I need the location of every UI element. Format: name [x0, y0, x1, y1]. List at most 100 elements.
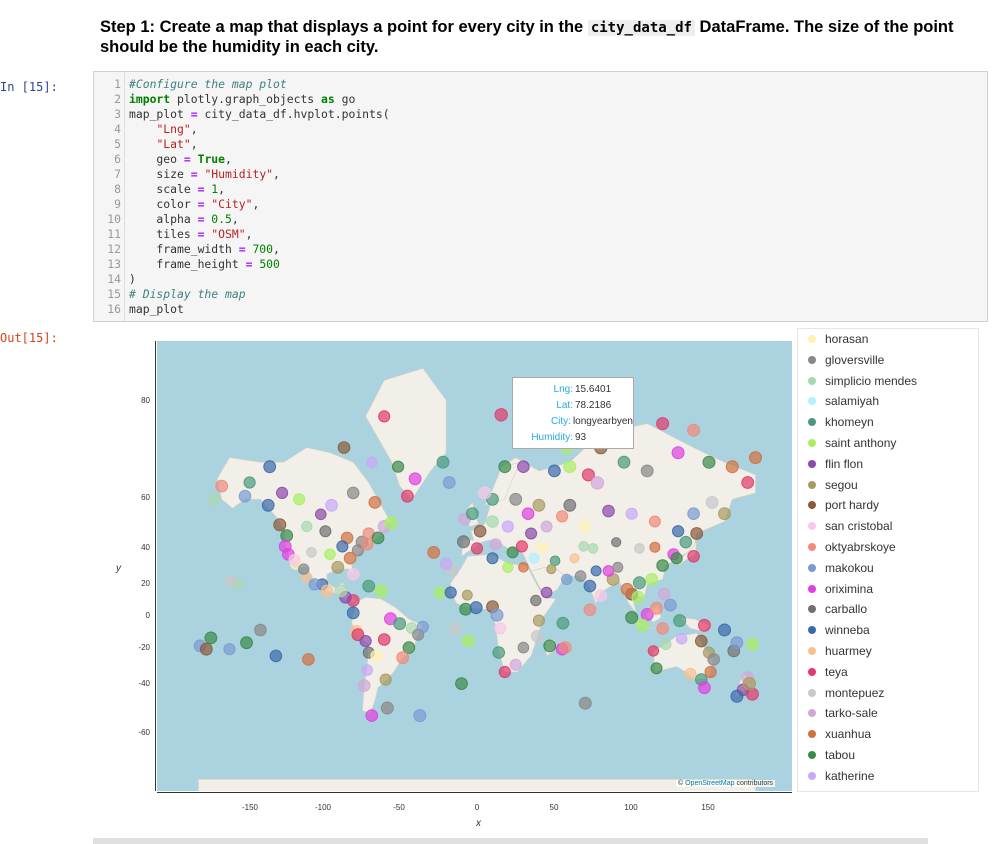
city-point[interactable]: [273, 518, 287, 532]
legend-item[interactable]: teya: [798, 663, 978, 681]
city-point[interactable]: [207, 492, 221, 506]
city-point[interactable]: [749, 451, 762, 465]
city-point[interactable]: [315, 508, 327, 521]
city-point[interactable]: [362, 579, 376, 593]
city-point[interactable]: [408, 472, 422, 486]
city-point[interactable]: [374, 584, 388, 598]
city-point[interactable]: [346, 606, 360, 620]
legend-item[interactable]: oktyabrskoye: [798, 538, 978, 556]
city-point[interactable]: [490, 608, 504, 622]
city-point[interactable]: [498, 665, 511, 679]
city-point[interactable]: [587, 543, 599, 554]
map-plot[interactable]: [157, 341, 792, 791]
city-point[interactable]: [470, 542, 484, 555]
city-point[interactable]: [698, 618, 711, 632]
city-point[interactable]: [370, 649, 383, 662]
legend-item[interactable]: katherine: [798, 767, 978, 785]
city-point[interactable]: [525, 527, 538, 540]
city-point[interactable]: [302, 653, 315, 666]
osm-link[interactable]: OpenStreetMap: [685, 780, 735, 787]
city-point[interactable]: [687, 550, 700, 563]
city-point[interactable]: [718, 623, 731, 637]
city-point[interactable]: [371, 531, 385, 545]
legend-item[interactable]: huarmey: [798, 642, 978, 660]
city-point[interactable]: [380, 701, 394, 715]
city-point[interactable]: [351, 544, 364, 557]
city-point[interactable]: [254, 623, 267, 637]
legend-item[interactable]: segou: [798, 476, 978, 494]
city-point[interactable]: [489, 538, 502, 551]
city-point[interactable]: [625, 507, 638, 520]
city-point[interactable]: [741, 476, 755, 489]
city-point[interactable]: [690, 527, 704, 540]
city-point[interactable]: [656, 622, 669, 635]
city-point[interactable]: [459, 602, 473, 616]
city-point[interactable]: [602, 504, 615, 518]
city-point[interactable]: [343, 551, 357, 565]
city-point[interactable]: [579, 520, 592, 533]
city-point[interactable]: [498, 460, 512, 474]
city-point[interactable]: [509, 658, 522, 671]
city-point[interactable]: [581, 468, 595, 482]
city-point[interactable]: [548, 464, 561, 478]
city-point[interactable]: [540, 586, 553, 599]
city-point[interactable]: [365, 709, 379, 722]
city-point[interactable]: [530, 594, 542, 607]
city-point[interactable]: [640, 464, 654, 478]
city-point[interactable]: [718, 507, 731, 521]
city-point[interactable]: [346, 486, 360, 500]
city-point[interactable]: [648, 515, 661, 528]
city-point[interactable]: [631, 590, 645, 604]
city-point[interactable]: [449, 622, 462, 635]
city-point[interactable]: [617, 455, 631, 469]
city-point[interactable]: [515, 540, 528, 553]
city-point[interactable]: [486, 552, 499, 565]
city-point[interactable]: [433, 586, 447, 599]
city-point[interactable]: [532, 614, 545, 627]
city-point[interactable]: [705, 496, 719, 509]
city-point[interactable]: [730, 689, 744, 703]
city-point[interactable]: [224, 574, 238, 588]
city-point[interactable]: [334, 584, 348, 598]
city-point[interactable]: [556, 616, 570, 630]
city-point[interactable]: [509, 492, 523, 506]
city-point[interactable]: [670, 552, 683, 565]
city-point[interactable]: [620, 582, 634, 596]
city-point[interactable]: [640, 608, 654, 621]
city-point[interactable]: [486, 515, 499, 528]
city-point[interactable]: [501, 520, 514, 533]
city-point[interactable]: [549, 555, 561, 567]
city-point[interactable]: [656, 559, 669, 572]
city-point[interactable]: [401, 489, 414, 503]
city-point[interactable]: [634, 543, 645, 554]
city-point[interactable]: [393, 617, 407, 631]
city-point[interactable]: [687, 423, 701, 437]
city-point[interactable]: [473, 524, 487, 538]
city-point[interactable]: [574, 570, 587, 582]
city-point[interactable]: [416, 620, 429, 633]
city-point[interactable]: [546, 564, 557, 575]
city-point[interactable]: [650, 662, 663, 675]
city-point[interactable]: [396, 651, 410, 665]
city-point[interactable]: [517, 460, 530, 473]
legend-item[interactable]: salamiyah: [798, 392, 978, 410]
legend-item[interactable]: saint anthony: [798, 434, 978, 452]
city-point[interactable]: [199, 642, 213, 656]
city-point[interactable]: [506, 546, 519, 559]
city-point[interactable]: [698, 681, 711, 695]
city-point[interactable]: [469, 601, 483, 615]
city-point[interactable]: [269, 649, 283, 663]
city-point[interactable]: [517, 641, 530, 654]
city-point[interactable]: [215, 479, 229, 493]
legend-item[interactable]: tarko-sale: [798, 704, 978, 722]
city-point[interactable]: [707, 653, 721, 666]
legend-item[interactable]: montepuez: [798, 684, 978, 702]
city-point[interactable]: [478, 486, 492, 500]
city-point[interactable]: [650, 601, 663, 615]
city-point[interactable]: [649, 541, 661, 553]
city-point[interactable]: [543, 639, 557, 653]
legend-item[interactable]: xuanhua: [798, 725, 978, 743]
city-point[interactable]: [238, 489, 252, 503]
city-point[interactable]: [379, 673, 392, 686]
city-point[interactable]: [492, 646, 506, 659]
